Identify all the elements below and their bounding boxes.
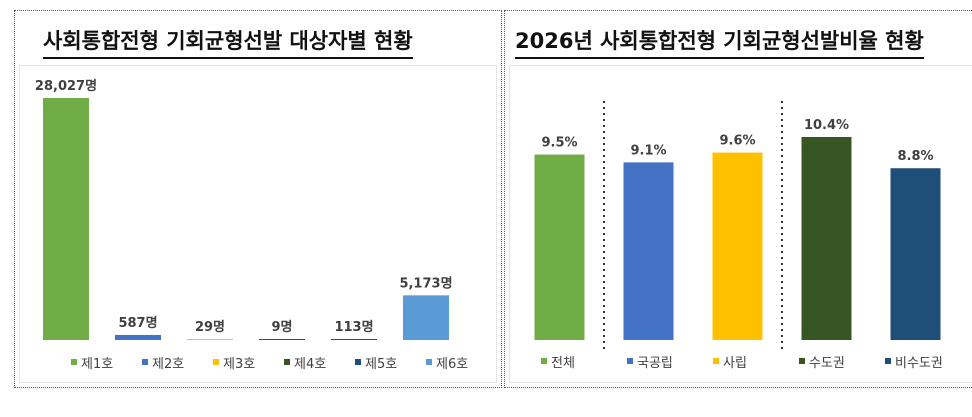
chart-panel-target-groups: 사회통합전형 기회균형선발 대상자별 현황 28,027명 제1호 587명 제2호 2… xyxy=(14,10,502,388)
legend-label: 국공립 xyxy=(637,356,673,371)
chart-title-box: 사회통합전형 기회균형선발 대상자별 현황 xyxy=(15,11,501,61)
legend-swatch xyxy=(284,359,290,365)
chart-title: 사회통합전형 기회균형선발 대상자별 현황 xyxy=(43,25,413,59)
chart-title: 2026년 사회통합전형 기회균형선발비율 현황 xyxy=(515,25,924,59)
data-label: 587명 xyxy=(118,315,157,331)
bar-제1호 xyxy=(43,98,89,340)
legend-swatch xyxy=(627,358,633,364)
title-underline xyxy=(43,57,413,59)
bar-제3호 xyxy=(187,339,233,340)
bar-chart-selection-ratio: 9.5% 전체 9.1% 국공립 9.6% 사립 10.4% 수도권 8.8% 비수도권 xyxy=(534,101,943,371)
bar-제6호 xyxy=(403,295,449,340)
legend-label: 비수도권 xyxy=(895,356,943,371)
data-label: 5,173명 xyxy=(399,275,452,291)
legend-label: 사립 xyxy=(723,356,747,371)
legend-swatch xyxy=(799,358,805,364)
legend-swatch xyxy=(426,359,432,365)
data-label: 8.8% xyxy=(897,149,933,164)
chart-title-text: 사회통합전형 기회균형선발 대상자별 현황 xyxy=(43,29,413,53)
bar-국공립 xyxy=(623,162,674,340)
data-label: 9.6% xyxy=(719,134,755,149)
legend-label: 제3호 xyxy=(223,357,255,372)
chart-title-text: 2026년 사회통합전형 기회균형선발비율 현황 xyxy=(515,29,924,53)
legend-swatch xyxy=(142,359,148,365)
legend-swatch xyxy=(71,359,77,365)
bar-사립 xyxy=(712,152,763,340)
legend-label: 제6호 xyxy=(436,357,468,372)
bar-제4호 xyxy=(259,339,305,340)
bar-제2호 xyxy=(115,334,161,340)
legend-label: 제2호 xyxy=(152,357,184,372)
legend-swatch xyxy=(213,359,219,365)
data-label: 9.5% xyxy=(541,136,577,151)
data-label: 9.1% xyxy=(630,143,666,158)
legend-label: 제5호 xyxy=(365,357,397,372)
data-label: 29명 xyxy=(195,319,225,335)
legend-swatch xyxy=(885,358,891,364)
legend-swatch xyxy=(355,359,361,365)
title-underline xyxy=(515,57,924,59)
data-label: 10.4% xyxy=(804,118,849,133)
data-label: 9명 xyxy=(271,319,292,335)
legend-swatch xyxy=(541,358,547,364)
data-label: 28,027명 xyxy=(35,78,97,94)
legend-label: 제1호 xyxy=(81,357,113,372)
chart-title-box: 2026년 사회통합전형 기회균형선발비율 현황 xyxy=(505,11,972,61)
bar-전체 xyxy=(534,154,585,340)
bar-비수도권 xyxy=(890,168,941,340)
legend-label: 전체 xyxy=(551,356,575,371)
chart-panel-selection-ratio: 2026년 사회통합전형 기회균형선발비율 현황 9.5% 전체 9.1% 국공립 9.… xyxy=(504,10,972,388)
legend-label: 제4호 xyxy=(294,357,326,372)
legend-swatch xyxy=(713,358,719,364)
data-label: 113명 xyxy=(334,319,373,335)
bar-수도권 xyxy=(801,136,852,340)
legend-label: 수도권 xyxy=(809,356,845,371)
bar-제5호 xyxy=(331,339,377,340)
